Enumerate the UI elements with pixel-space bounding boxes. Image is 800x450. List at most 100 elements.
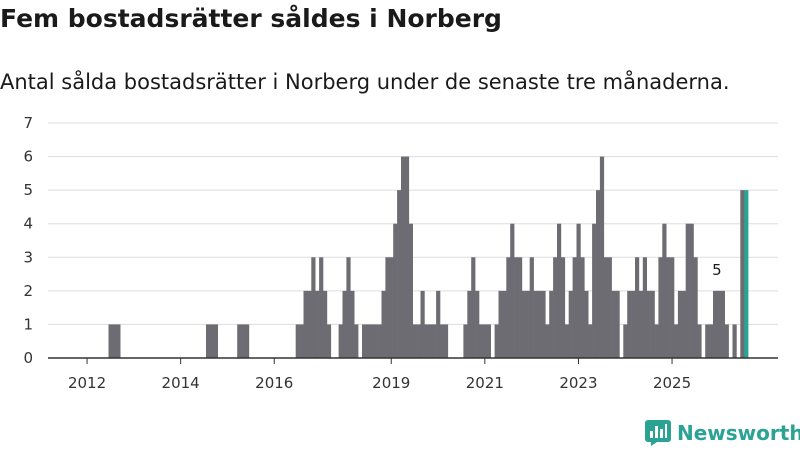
bar (486, 324, 491, 358)
bar (627, 290, 632, 358)
bar (479, 324, 484, 358)
bar (599, 156, 605, 358)
y-tick-label: 2 (23, 282, 33, 300)
x-tick-label: 2016 (255, 374, 293, 392)
bar (642, 257, 647, 358)
bar (713, 290, 718, 358)
bar (732, 324, 737, 358)
bar (116, 324, 121, 358)
bar (206, 324, 211, 358)
brand-name: Newsworthy (677, 421, 800, 445)
x-tick-label: 2021 (466, 374, 504, 392)
bar (502, 290, 507, 358)
bar (705, 324, 710, 358)
bar (541, 290, 546, 358)
bar (740, 190, 745, 358)
bar (670, 257, 675, 358)
bar (646, 290, 651, 358)
x-tick-label: 2019 (372, 374, 410, 392)
bar (350, 290, 355, 358)
x-tick-label: 2025 (653, 374, 691, 392)
bar (108, 324, 113, 358)
bar (245, 324, 250, 358)
bar (397, 190, 402, 358)
bar (428, 324, 433, 358)
bar (709, 324, 714, 358)
bar-highlight (744, 190, 749, 358)
bar (549, 290, 554, 358)
bar (354, 324, 359, 358)
bar (311, 257, 316, 358)
bar (724, 324, 729, 358)
bar (463, 324, 468, 358)
bar (518, 257, 523, 358)
chart-subtitle: Antal sålda bostadsrätter i Norberg unde… (0, 70, 730, 94)
bar (631, 290, 636, 358)
bar (674, 324, 679, 358)
bar (432, 324, 437, 358)
chart-bars-icon (645, 420, 671, 446)
bar (584, 290, 589, 358)
bar (716, 290, 722, 358)
bar (362, 324, 367, 358)
bar (650, 290, 655, 358)
bar (471, 257, 476, 358)
bar (416, 324, 421, 358)
bar (638, 290, 644, 358)
bar (112, 324, 117, 358)
bar (237, 324, 242, 358)
bar (596, 190, 601, 358)
bar (572, 257, 577, 358)
bar (615, 290, 620, 358)
bar (623, 324, 628, 358)
bar (319, 257, 324, 358)
bar (564, 324, 569, 358)
bar (658, 257, 663, 358)
newsworthy-logo: Newsworthy (645, 420, 800, 446)
bar (560, 257, 566, 358)
x-tick-label: 2023 (559, 374, 597, 392)
bar (662, 223, 667, 358)
bar (373, 324, 378, 358)
bar (377, 324, 382, 358)
bar (529, 257, 534, 358)
bar (408, 223, 413, 358)
y-tick-label: 0 (23, 349, 33, 367)
bar (568, 290, 573, 358)
bar (404, 156, 410, 358)
bar (557, 223, 562, 358)
bar (498, 290, 503, 358)
bar (510, 223, 515, 358)
bar (537, 290, 542, 358)
bar (209, 324, 215, 358)
bar (420, 290, 425, 358)
bar (588, 324, 593, 358)
bar (506, 257, 511, 358)
bar (323, 290, 328, 358)
y-tick-label: 7 (23, 114, 33, 132)
bar (385, 257, 390, 358)
x-tick-label: 2014 (162, 374, 200, 392)
bar (677, 290, 683, 358)
y-tick-label: 3 (23, 248, 33, 266)
bar (689, 223, 694, 358)
bar (467, 290, 472, 358)
bar (295, 324, 300, 358)
bar (545, 324, 550, 358)
bar (303, 290, 308, 358)
bar (369, 324, 374, 358)
bar (412, 324, 417, 358)
bar (697, 324, 702, 358)
bar (389, 257, 394, 358)
bar (685, 223, 690, 358)
bar (381, 290, 386, 358)
bar (611, 290, 616, 358)
bar (393, 223, 398, 358)
bar (514, 257, 519, 358)
bar (338, 324, 343, 358)
value-annotation: 5 (712, 261, 722, 279)
bar (299, 324, 304, 358)
bar (315, 290, 320, 358)
bar (553, 257, 558, 358)
